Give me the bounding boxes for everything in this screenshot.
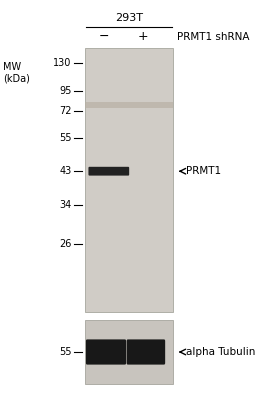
FancyBboxPatch shape (88, 167, 129, 176)
Text: +: + (138, 30, 148, 43)
Text: 43: 43 (59, 166, 72, 176)
Bar (85, 320, 173, 384)
Text: PRMT1 shRNA: PRMT1 shRNA (177, 32, 250, 42)
FancyBboxPatch shape (87, 165, 131, 177)
Bar (85, 48, 173, 312)
Text: 34: 34 (59, 200, 72, 210)
FancyBboxPatch shape (86, 339, 126, 365)
Text: 72: 72 (59, 106, 72, 116)
Text: alpha Tubulin: alpha Tubulin (186, 347, 255, 357)
Bar (85, 102, 173, 108)
Text: −: − (99, 30, 110, 43)
Text: PRMT1: PRMT1 (186, 166, 221, 176)
FancyBboxPatch shape (127, 339, 165, 365)
Text: 55: 55 (59, 347, 72, 357)
Text: 293T: 293T (115, 13, 143, 23)
Text: 55: 55 (59, 133, 72, 143)
Text: 95: 95 (59, 86, 72, 96)
Text: 130: 130 (53, 58, 72, 68)
Text: 26: 26 (59, 239, 72, 249)
Text: MW
(kDa): MW (kDa) (3, 62, 30, 84)
